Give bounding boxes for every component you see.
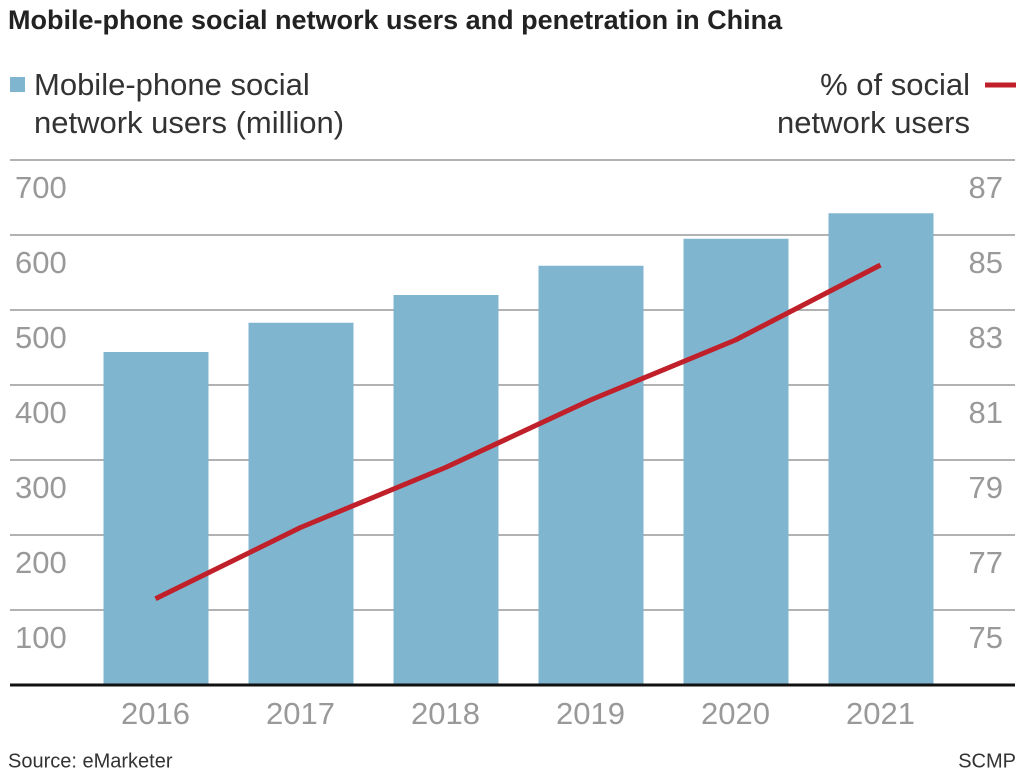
x-tick-label: 2018	[411, 696, 480, 731]
x-tick-label: 2020	[701, 696, 770, 731]
x-tick-label: 2016	[121, 696, 190, 731]
y2-tick-label: 87	[969, 170, 1003, 205]
y-tick-label: 300	[15, 470, 67, 505]
x-tick-label: 2017	[266, 696, 335, 731]
credit: SCMP	[958, 750, 1016, 772]
bar	[393, 295, 499, 685]
y-tick-label: 600	[15, 245, 67, 280]
bar	[538, 265, 644, 685]
legend-label: Mobile-phone social network users (milli…	[34, 67, 345, 140]
x-tick-label: 2019	[556, 696, 625, 731]
legend-label: % of social network users	[777, 67, 970, 140]
source: Source: eMarketer	[8, 750, 173, 772]
legend-swatch	[10, 77, 25, 92]
bar	[103, 352, 209, 685]
line	[154, 262, 882, 601]
y-tick-label: 500	[15, 320, 67, 355]
bar	[828, 213, 934, 685]
y2-tick-label: 75	[969, 620, 1003, 655]
y2-tick-label: 77	[969, 545, 1003, 580]
y2-tick-label: 79	[969, 470, 1003, 505]
y-tick-label: 100	[15, 620, 67, 655]
y-tick-label: 400	[15, 395, 67, 430]
y-tick-label: 700	[15, 170, 67, 205]
bar	[683, 238, 789, 685]
x-tick-label: 2021	[846, 696, 915, 731]
y-tick-label: 200	[15, 545, 67, 580]
y2-tick-label: 81	[969, 395, 1003, 430]
bar	[248, 322, 354, 685]
y2-tick-label: 83	[969, 320, 1003, 355]
y2-tick-label: 85	[969, 245, 1003, 280]
chart-title: Mobile-phone social network users and pe…	[8, 5, 783, 35]
